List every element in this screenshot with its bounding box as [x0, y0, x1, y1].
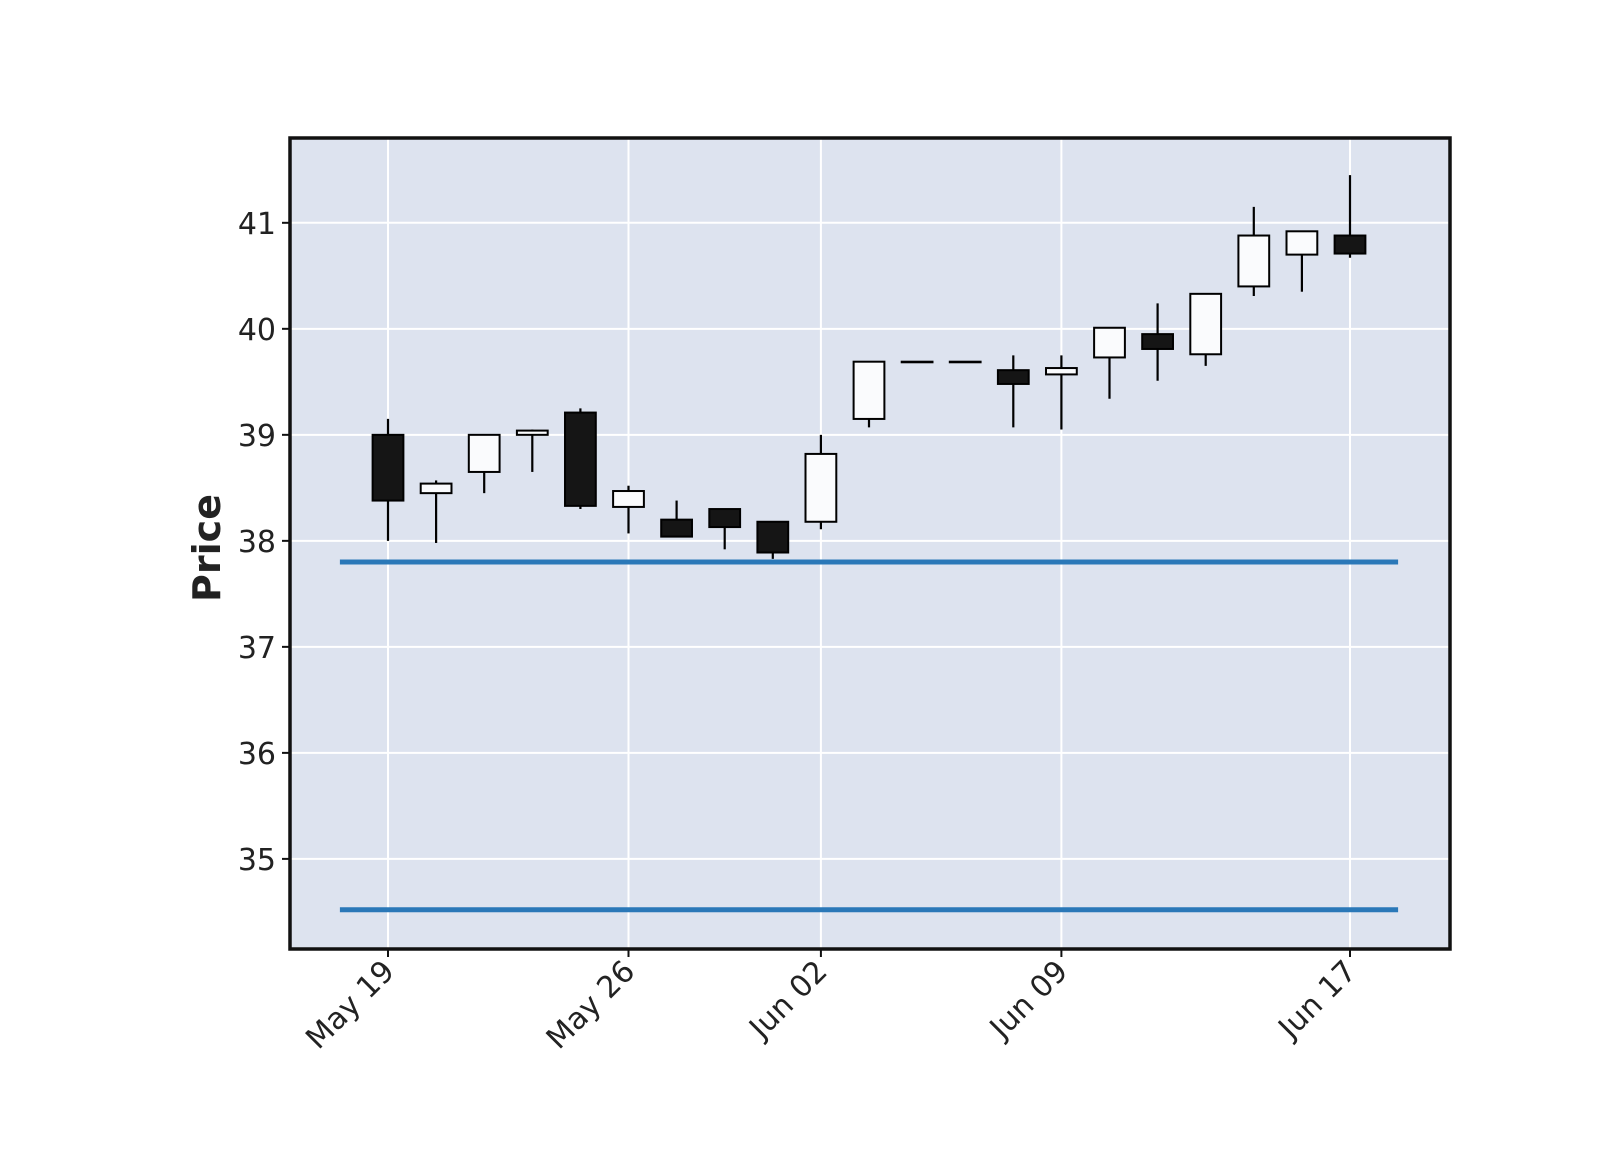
x-tick-label: May 26	[540, 954, 642, 1056]
candle	[419, 480, 453, 543]
candle-body	[1333, 234, 1367, 255]
candle	[708, 508, 742, 550]
candle	[1141, 303, 1174, 381]
candle	[564, 408, 597, 510]
candle	[1093, 326, 1126, 399]
candle-body	[1237, 234, 1271, 288]
y-tick-label: 41	[238, 207, 276, 242]
candle-body	[1285, 230, 1319, 256]
candle	[1333, 175, 1367, 258]
y-axis: 35 36 37 38 39 40 41	[238, 207, 290, 878]
candle-body	[612, 490, 645, 508]
candle-body	[996, 369, 1030, 385]
candle-body	[1045, 367, 1078, 376]
candles	[371, 175, 1367, 559]
candle-body	[852, 360, 886, 420]
candle-body	[1093, 326, 1126, 359]
y-tick-label: 36	[238, 737, 276, 772]
candle-body	[804, 452, 838, 523]
candle	[1189, 292, 1223, 366]
plot-background	[290, 138, 1450, 949]
candle-body	[948, 360, 982, 364]
candle	[612, 485, 645, 534]
y-tick-label: 37	[238, 631, 276, 666]
candle-body	[1189, 292, 1223, 356]
candle-body	[660, 518, 693, 538]
y-tick-label: 40	[238, 313, 276, 348]
candle-body	[515, 429, 549, 436]
candle	[996, 355, 1030, 428]
candle-body	[419, 482, 453, 495]
x-tick-label: Jun 09	[982, 954, 1075, 1047]
y-tick-label: 39	[238, 419, 276, 454]
candle	[948, 360, 982, 364]
candle	[467, 433, 501, 494]
horizontal-lines	[339, 559, 1399, 913]
x-axis: May 19 May 26 Jun 02 Jun 09 Jun 17	[299, 949, 1364, 1056]
y-axis-title: Price	[185, 494, 229, 602]
x-tick-label: Jun 17	[1271, 954, 1364, 1047]
candle	[515, 429, 549, 472]
y-tick-label: 38	[238, 525, 276, 560]
candle-body	[467, 433, 501, 473]
candle-body	[371, 433, 405, 502]
plot-frame	[288, 136, 1452, 951]
candle-body	[564, 411, 597, 507]
candle	[1285, 230, 1319, 292]
candle	[660, 500, 693, 538]
x-tick-label: May 19	[299, 954, 401, 1056]
candle	[1237, 206, 1271, 296]
y-tick-label: 35	[238, 843, 276, 878]
candle	[804, 434, 838, 530]
x-tick-label: Jun 02	[742, 954, 835, 1047]
candle-body	[900, 360, 934, 364]
candle	[900, 360, 934, 364]
candle-body	[1141, 333, 1174, 350]
candle-body	[708, 508, 742, 529]
candle	[371, 418, 405, 541]
candle	[1045, 355, 1078, 430]
candle-body	[756, 520, 790, 554]
candle	[756, 520, 790, 559]
grid	[290, 138, 1450, 949]
candle	[852, 360, 886, 428]
